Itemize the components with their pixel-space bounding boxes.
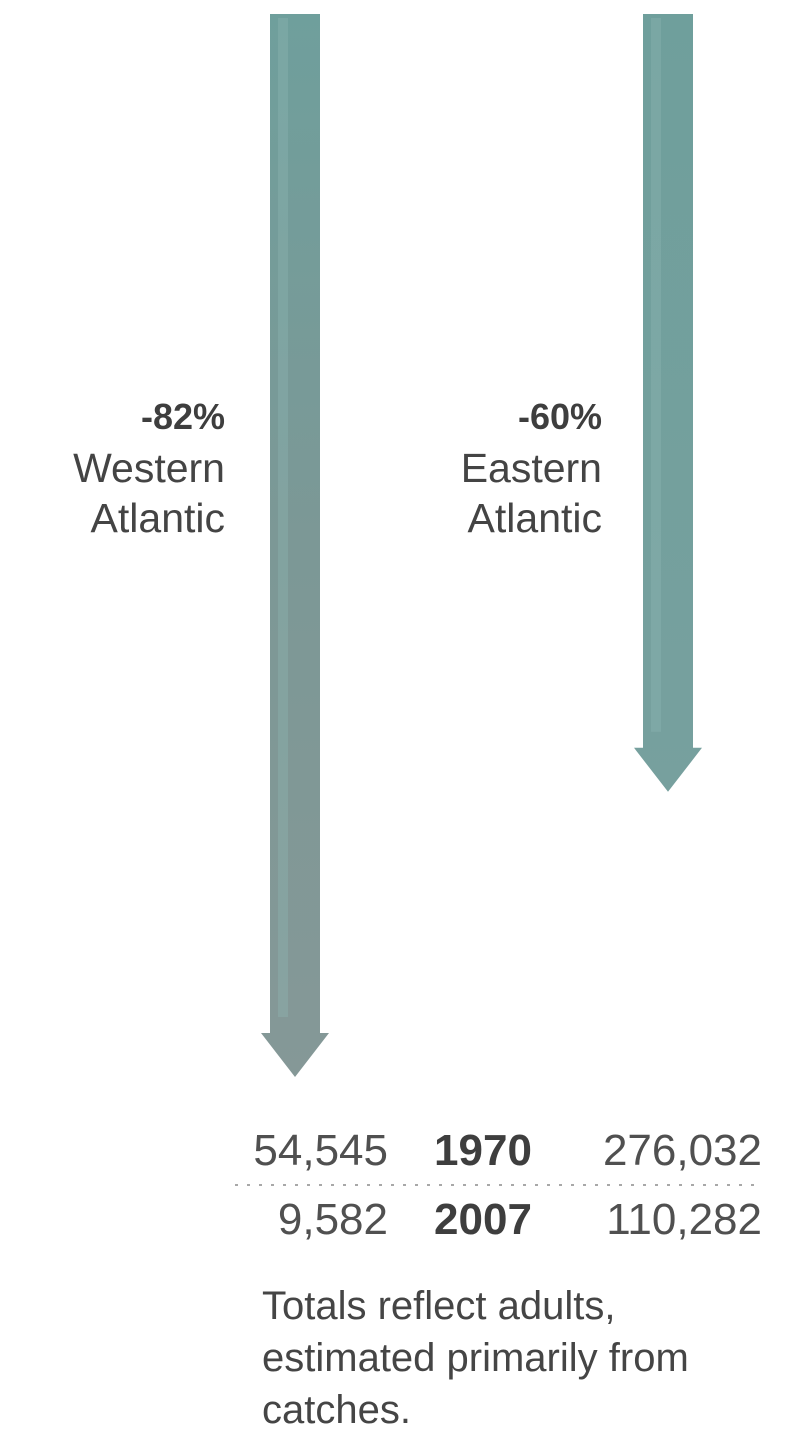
western-label-group: -82% Western Atlantic bbox=[73, 396, 225, 541]
decline-arrows bbox=[261, 14, 702, 1077]
western-name-line-1: Western bbox=[73, 445, 225, 491]
eastern-value-1970: 276,032 bbox=[603, 1126, 762, 1175]
western-arrow-highlight bbox=[278, 18, 288, 1017]
eastern-name-line-1: Eastern bbox=[461, 445, 602, 491]
western-value-1970: 54,545 bbox=[253, 1126, 388, 1175]
eastern-value-2007: 110,282 bbox=[606, 1195, 762, 1244]
year-2007: 2007 bbox=[434, 1195, 532, 1244]
western-decline-arrow bbox=[261, 14, 329, 1077]
western-name-line-2: Atlantic bbox=[91, 495, 225, 541]
year-1970: 1970 bbox=[434, 1126, 532, 1175]
eastern-change-label: -60% bbox=[518, 396, 602, 437]
values-table: 54,545 1970 276,032 9,582 2007 110,282 bbox=[235, 1126, 762, 1244]
eastern-decline-arrow bbox=[634, 14, 702, 792]
eastern-name-line-2: Atlantic bbox=[468, 495, 602, 541]
western-change-label: -82% bbox=[141, 396, 225, 437]
chart-note: Totals reflect adults, estimated primari… bbox=[262, 1284, 689, 1432]
eastern-label-group: -60% Eastern Atlantic bbox=[461, 396, 602, 541]
eastern-arrow-highlight bbox=[651, 18, 661, 732]
western-value-2007: 9,582 bbox=[278, 1195, 388, 1244]
